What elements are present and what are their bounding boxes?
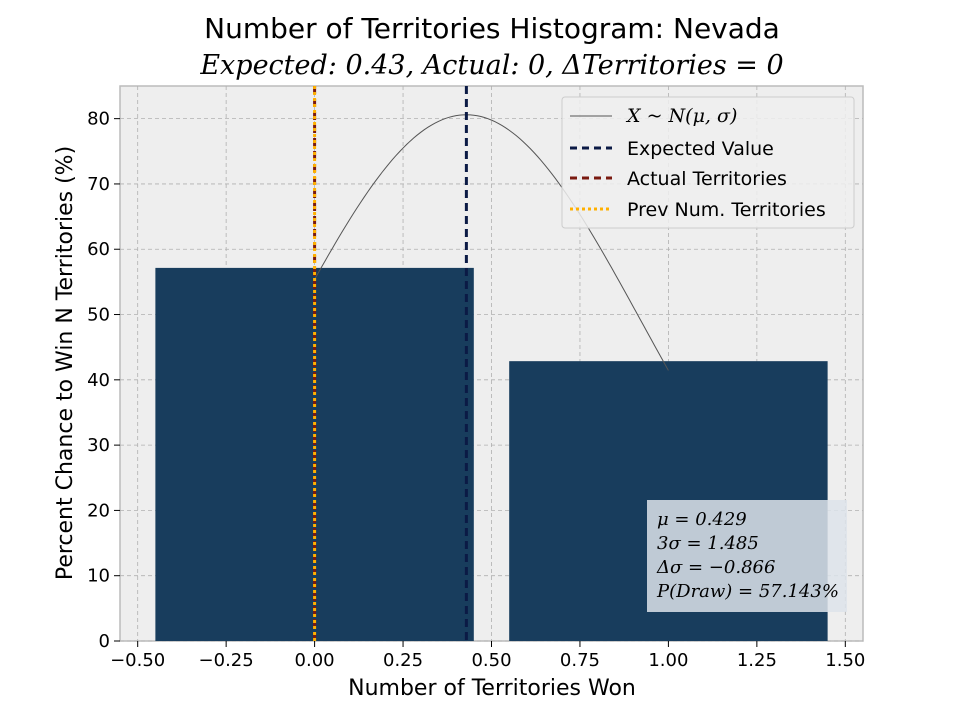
x-tick-label: 1.50 [825, 650, 865, 671]
y-tick-label: 0 [99, 631, 110, 652]
y-tick-label: 50 [87, 305, 110, 326]
x-axis-label: Number of Territories Won [348, 676, 636, 701]
y-axis-label: Percent Chance to Win N Territories (%) [53, 146, 78, 580]
legend: X ~ N(μ, σ) Expected Value Actual Territ… [561, 96, 855, 229]
legend-frame [561, 96, 855, 229]
stats-box-frame [647, 500, 847, 612]
reference-lines [313, 86, 468, 641]
y-tick-label: 20 [87, 500, 110, 521]
x-tick-label: 0.50 [471, 650, 511, 671]
legend-label-actual: Actual Territories [627, 168, 787, 190]
y-tick-label: 60 [87, 239, 110, 260]
chart-subtitle: Expected: 0.43, Actual: 0, ΔTerritories … [199, 50, 783, 81]
stats-mu: μ = 0.429 [657, 509, 747, 530]
stats-p-draw: P(Draw) = 57.143% [656, 581, 839, 602]
x-tick-label: 0.00 [295, 650, 335, 671]
chart-title: Number of Territories Histogram: Nevada [204, 12, 780, 45]
x-tick-label: 1.25 [737, 650, 777, 671]
x-tick-label: 0.75 [560, 650, 600, 671]
y-tick-label: 10 [87, 566, 110, 587]
x-tick-label: −0.25 [199, 650, 254, 671]
y-tick-label: 70 [87, 174, 110, 195]
stats-box: μ = 0.429 3σ = 1.485 Δσ = −0.866 P(Draw)… [647, 500, 847, 612]
y-tick-label: 40 [87, 370, 110, 391]
x-tick-label: 1.00 [648, 650, 688, 671]
stats-three-sigma: 3σ = 1.485 [657, 533, 759, 554]
normal-curve-layer [314, 114, 669, 371]
legend-label-expected: Expected Value [627, 138, 774, 160]
x-tick-label: −0.50 [110, 650, 165, 671]
x-tick-label: 0.25 [383, 650, 423, 671]
legend-label-normal: X ~ N(μ, σ) [625, 105, 737, 127]
axis-ticks: −0.50 −0.25 0.00 0.25 0.50 0.75 1.00 1.25 1.50 0 1… [87, 109, 865, 671]
legend-label-previous: Prev Num. Territories [627, 199, 826, 221]
y-tick-label: 30 [87, 435, 110, 456]
stats-delta-sigma: Δσ = −0.866 [656, 557, 775, 578]
y-tick-label: 80 [87, 109, 110, 130]
normal-curve [314, 114, 669, 371]
